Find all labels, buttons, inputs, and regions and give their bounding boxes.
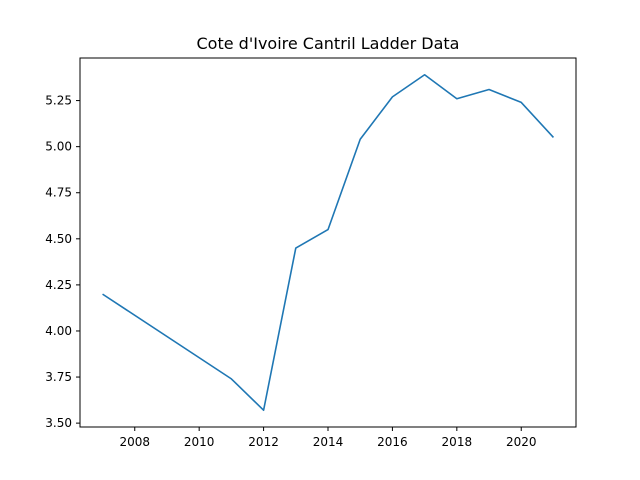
x-axis: 2008 2010 2012 2014 2016 2018 2020 [119, 427, 537, 449]
x-tick-label: 2020 [506, 435, 537, 449]
y-tick-label: 5.00 [45, 140, 72, 154]
x-tick-label: 2010 [184, 435, 215, 449]
x-tick-label: 2018 [442, 435, 473, 449]
plot-area: 2008 2010 2012 2014 2016 2018 2020 3.50 3.75 4.0… [45, 57, 577, 449]
y-tick-label: 4.75 [45, 186, 72, 200]
x-tick-label: 2016 [377, 435, 408, 449]
chart-title: Cote d'Ivoire Cantril Ladder Data [197, 34, 460, 53]
y-tick-label: 4.50 [45, 232, 72, 246]
x-tick-label: 2014 [313, 435, 344, 449]
y-tick-label: 4.25 [45, 278, 72, 292]
y-tick-label: 5.25 [45, 94, 72, 108]
y-axis: 3.50 3.75 4.00 4.25 4.50 4.75 5.00 5.25 [45, 94, 80, 430]
x-tick-label: 2008 [119, 435, 150, 449]
y-tick-label: 3.50 [45, 416, 72, 430]
y-tick-label: 3.75 [45, 370, 72, 384]
x-tick-label: 2012 [248, 435, 279, 449]
axes-frame [79, 57, 577, 428]
series-line-0 [102, 73, 555, 412]
series-layer [102, 73, 555, 412]
y-tick-label: 4.00 [45, 324, 72, 338]
